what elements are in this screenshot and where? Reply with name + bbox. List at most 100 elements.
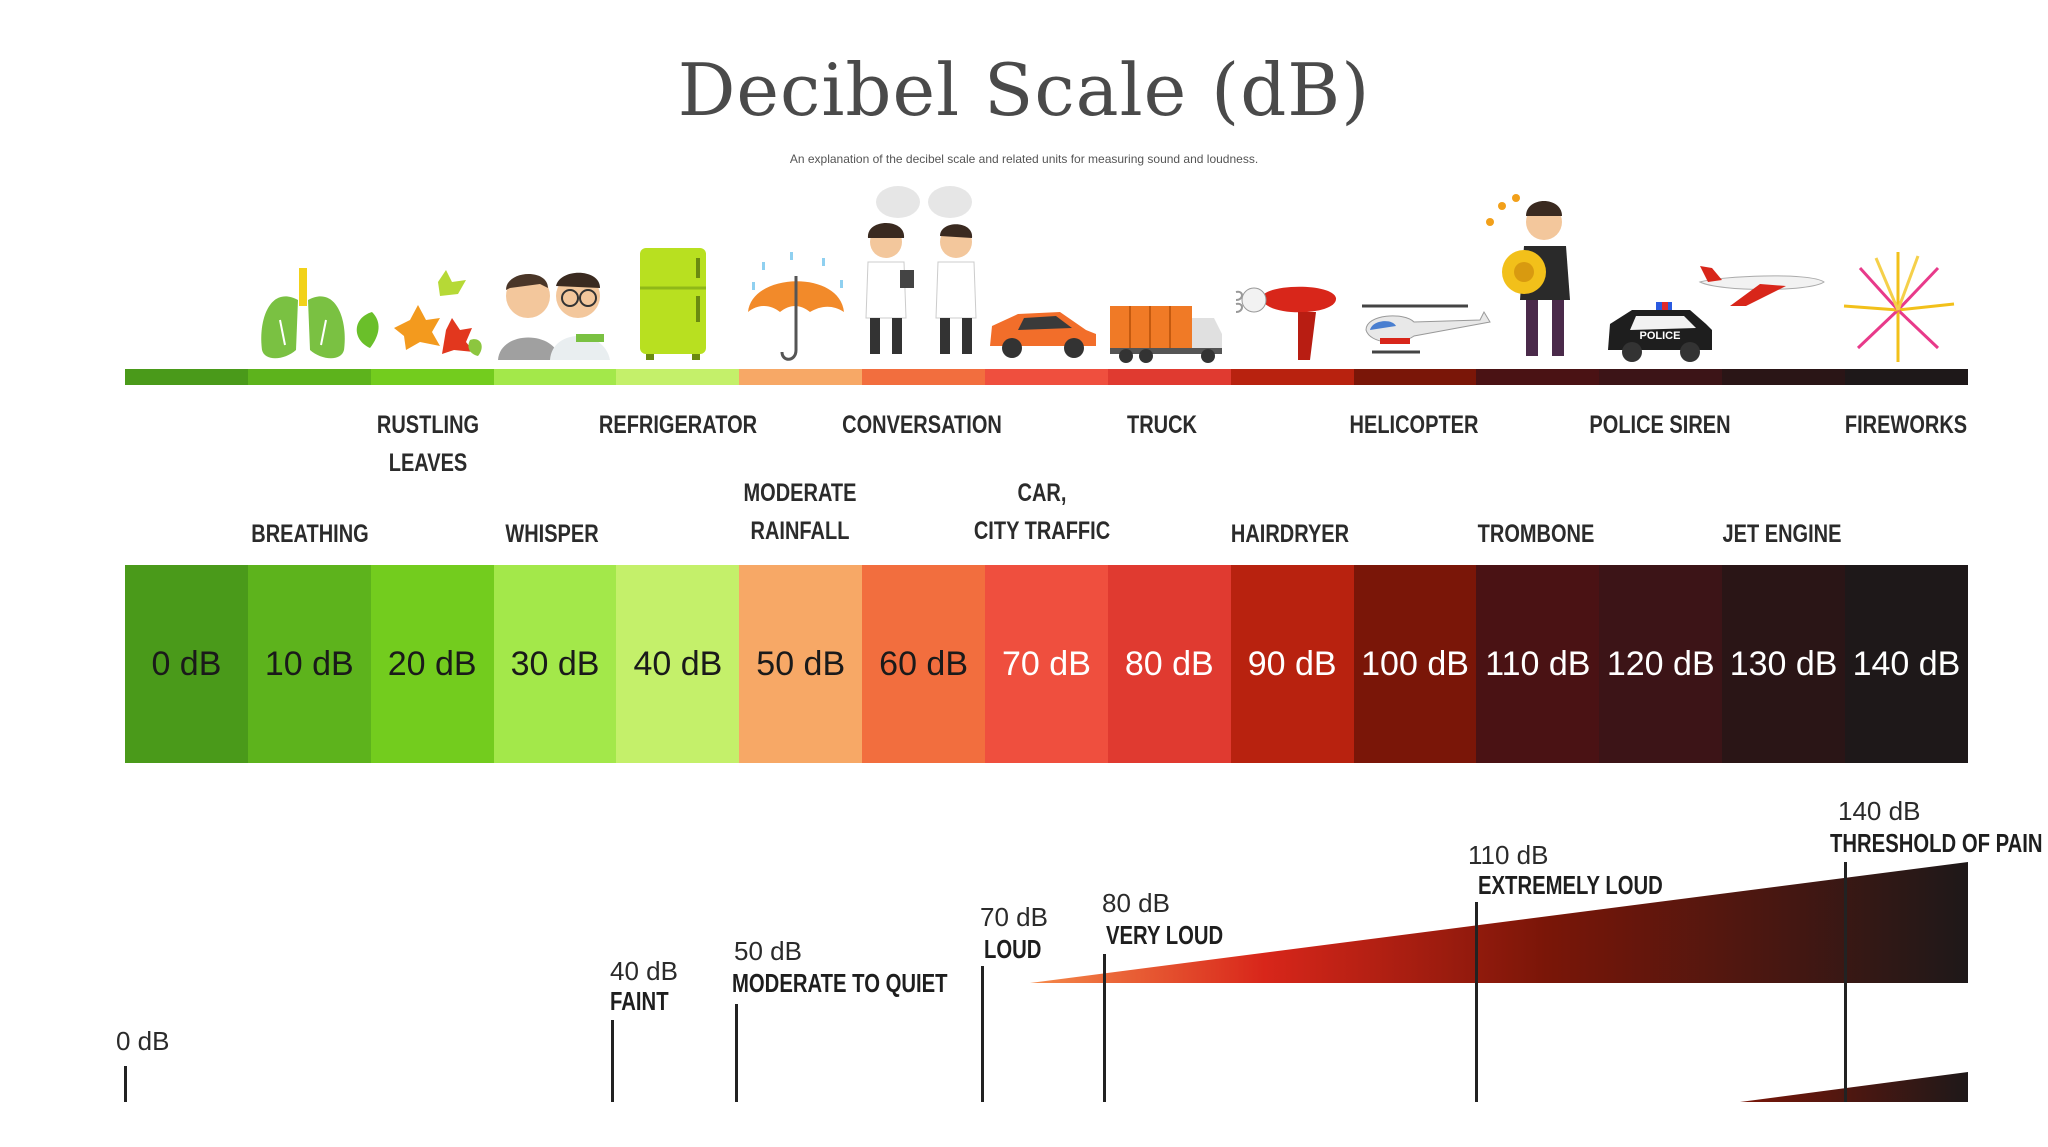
scale-cell-label: 90 dB	[1247, 644, 1337, 683]
whisper-label: WHISPER	[505, 520, 599, 548]
loudness-wedge-lower	[1740, 1072, 1968, 1102]
conversation-label: CONVERSATION	[842, 411, 1002, 439]
tick-0db	[124, 1066, 127, 1102]
hairdryer-icon	[1235, 286, 1337, 360]
level-140db-name: THRESHOLD OF PAIN	[1830, 828, 2043, 858]
lungs-icon	[261, 268, 345, 359]
car-icon	[990, 312, 1096, 358]
level-110db-name: EXTREMELY LOUD	[1478, 870, 1663, 900]
band-segment	[1599, 369, 1723, 385]
hairdryer-label: HAIRDRYER	[1230, 520, 1350, 548]
fireworks-label: FIREWORKS	[1844, 411, 1968, 439]
moderate-rainfall-label: MODERATE RAINFALL	[743, 479, 857, 545]
band-segment	[1476, 369, 1600, 385]
page-title: Decibel Scale (dB)	[677, 48, 1371, 132]
band-segment	[1722, 369, 1846, 385]
scale-cell-140: 140 dB	[1845, 565, 1968, 763]
refrigerator-label: REFRIGERATOR	[598, 411, 758, 439]
band-segment	[247, 369, 371, 385]
scale-cell-label: 80 dB	[1124, 644, 1214, 683]
scale-cell-50: 50 dB	[739, 565, 863, 763]
scale-cell-120: 120 dB	[1599, 565, 1723, 763]
scale-cell-label: 100 dB	[1361, 644, 1469, 683]
scale-cell-label: 110 dB	[1485, 644, 1591, 683]
tick-70db	[981, 966, 984, 1102]
level-80db: 80 dB	[1102, 888, 1170, 918]
fireworks-icon	[1843, 252, 1955, 362]
helicopter-label: HELICOPTER	[1349, 411, 1479, 439]
scale-cell-30: 30 dB	[493, 565, 617, 763]
scale-cell-label: 30 dB	[510, 644, 600, 683]
band-segment	[985, 369, 1108, 385]
level-40db: 40 dB	[610, 956, 678, 986]
scale-cell-label: 140 dB	[1852, 644, 1961, 683]
level-0db: 0 dB	[116, 1026, 170, 1056]
leaves-icon	[356, 270, 482, 356]
band-segment	[1107, 369, 1231, 385]
scale-cell-label: 40 dB	[633, 644, 723, 683]
scale-cell-label: 60 dB	[879, 644, 969, 683]
tick-50db	[735, 1004, 738, 1102]
jet-engine-label: JET ENGINE	[1722, 520, 1842, 548]
umbrella-icon	[748, 252, 844, 361]
police-siren-label: POLICE SIREN	[1589, 411, 1731, 439]
level-70db-name: LOUD	[984, 934, 1042, 964]
truck-label: TRUCK	[1127, 411, 1197, 439]
police-car-icon: POLICE	[1608, 302, 1712, 362]
level-70db: 70 dB	[980, 902, 1048, 932]
band-segment	[862, 369, 986, 385]
scale-cell-label: 50 dB	[756, 644, 846, 683]
scale-cell-70: 70 dB	[985, 565, 1108, 763]
trombone-player-icon	[1486, 194, 1570, 356]
tick-80db	[1103, 954, 1106, 1102]
tick-140db	[1844, 862, 1847, 1102]
police-text: POLICE	[1640, 330, 1681, 342]
airplane-icon	[1698, 266, 1825, 306]
scale-cell-40: 40 dB	[616, 565, 740, 763]
level-80db-name: VERY LOUD	[1106, 920, 1224, 950]
whisper-people-icon	[498, 272, 610, 360]
breathing-label: BREATHING	[251, 520, 369, 548]
loudness-wedge-upper	[1030, 862, 1968, 983]
tick-110db	[1475, 902, 1478, 1102]
scale-cell-label: 120 dB	[1606, 644, 1715, 683]
scale-cell-90: 90 dB	[1230, 565, 1354, 763]
helicopter-icon	[1362, 304, 1491, 354]
band-segment	[1353, 369, 1477, 385]
scale-cell-20: 20 dB	[370, 565, 494, 763]
scale-cell-0: 0 dB	[125, 565, 248, 763]
band-segment	[616, 369, 740, 385]
scale-cell-label: 10 dB	[264, 644, 354, 683]
level-50db-name: MODERATE TO QUIET	[732, 968, 948, 998]
truck-icon	[1110, 306, 1222, 363]
band-segment	[1845, 369, 1968, 385]
decibel-scale-cells: 0 dB 10 dB 20 dB 30 dB 40 dB 50 dB 60 dB…	[125, 565, 1968, 763]
scale-cell-label: 130 dB	[1729, 644, 1838, 683]
level-140db: 140 dB	[1838, 796, 1921, 826]
tick-40db	[611, 1020, 614, 1102]
level-50db: 50 dB	[734, 936, 802, 966]
scale-cell-label: 20 dB	[387, 644, 477, 683]
trombone-label: TROMBONE	[1477, 520, 1595, 548]
band-segment	[739, 369, 863, 385]
scale-cell-label: 70 dB	[1002, 644, 1091, 683]
scale-cell-100: 100 dB	[1353, 565, 1477, 763]
sound-source-illustrations: POLICE	[261, 186, 1955, 363]
conversation-people-icon	[865, 186, 977, 354]
band-segment	[1230, 369, 1354, 385]
scale-cell-130: 130 dB	[1722, 565, 1846, 763]
color-band-top	[125, 369, 1968, 385]
scale-cell-label: 0 dB	[151, 644, 222, 683]
band-segment	[370, 369, 494, 385]
car-city-traffic-label: CAR, CITY TRAFFIC	[973, 479, 1111, 545]
scale-cell-60: 60 dB	[862, 565, 986, 763]
refrigerator-icon	[640, 248, 706, 360]
scale-cell-80: 80 dB	[1107, 565, 1231, 763]
page-subtitle: An explanation of the decibel scale and …	[789, 152, 1259, 166]
band-segment	[493, 369, 617, 385]
scale-cell-110: 110 dB	[1476, 565, 1600, 763]
scale-cell-10: 10 dB	[247, 565, 371, 763]
band-segment	[125, 369, 248, 385]
